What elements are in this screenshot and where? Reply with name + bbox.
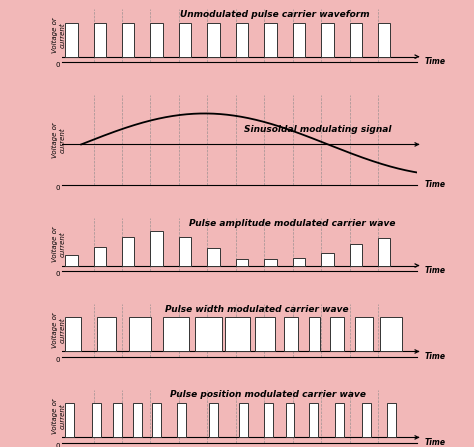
Y-axis label: Voltage or
current: Voltage or current — [52, 312, 65, 348]
Bar — [336, 403, 344, 438]
Bar — [179, 22, 191, 57]
Bar — [65, 22, 78, 57]
Bar — [94, 22, 106, 57]
Bar — [285, 403, 294, 438]
Bar — [309, 317, 320, 351]
Y-axis label: Voltage or
current: Voltage or current — [52, 226, 65, 262]
Bar — [122, 22, 135, 57]
Bar — [92, 403, 100, 438]
Bar — [321, 253, 334, 266]
Bar — [387, 403, 396, 438]
Text: Time: Time — [425, 438, 446, 447]
Bar — [152, 403, 161, 438]
Text: 0: 0 — [55, 443, 60, 447]
Bar — [195, 317, 222, 351]
Bar — [362, 403, 371, 438]
Bar — [330, 317, 344, 351]
Bar — [151, 22, 163, 57]
Bar — [293, 22, 305, 57]
Text: Unmodulated pulse carrier waveform: Unmodulated pulse carrier waveform — [180, 10, 370, 19]
Text: 0: 0 — [55, 185, 60, 191]
Bar — [378, 238, 391, 266]
Bar — [239, 403, 248, 438]
Bar — [129, 317, 151, 351]
Bar — [207, 249, 220, 266]
Bar — [179, 236, 191, 266]
Text: Pulse position modulated carrier wave: Pulse position modulated carrier wave — [170, 391, 366, 400]
Y-axis label: Voltage or
current: Voltage or current — [52, 122, 65, 158]
Bar — [236, 259, 248, 266]
Bar — [350, 22, 362, 57]
Bar — [255, 317, 275, 351]
Bar — [378, 22, 391, 57]
Bar — [321, 22, 334, 57]
Bar — [236, 22, 248, 57]
Y-axis label: Voltage or
current: Voltage or current — [52, 398, 65, 434]
Bar — [133, 403, 142, 438]
Bar — [65, 255, 78, 266]
Bar — [97, 317, 116, 351]
Bar — [113, 403, 122, 438]
Text: Time: Time — [425, 352, 446, 361]
Text: 0: 0 — [55, 62, 60, 68]
Bar — [94, 247, 106, 266]
Bar — [122, 236, 135, 266]
Text: Time: Time — [425, 180, 446, 189]
Bar — [293, 258, 305, 266]
Text: Sinusoidal modulating signal: Sinusoidal modulating signal — [244, 125, 392, 134]
Bar — [177, 403, 186, 438]
Bar — [163, 317, 189, 351]
Bar — [284, 317, 298, 351]
Text: Time: Time — [425, 266, 446, 275]
Bar — [207, 22, 220, 57]
Text: 0: 0 — [55, 357, 60, 363]
Bar — [264, 403, 273, 438]
Text: Pulse amplitude modulated carrier wave: Pulse amplitude modulated carrier wave — [190, 219, 396, 228]
Bar — [264, 22, 277, 57]
Bar — [350, 245, 362, 266]
Bar — [309, 403, 318, 438]
Bar — [355, 317, 374, 351]
Y-axis label: Voltage or
current: Voltage or current — [52, 17, 65, 53]
Bar — [264, 259, 277, 266]
Bar — [151, 232, 163, 266]
Bar — [209, 403, 218, 438]
Text: Pulse width modulated carrier wave: Pulse width modulated carrier wave — [165, 304, 349, 313]
Bar — [65, 403, 74, 438]
Bar — [380, 317, 402, 351]
Text: 0: 0 — [55, 270, 60, 277]
Bar — [65, 317, 81, 351]
Text: Time: Time — [425, 57, 446, 66]
Bar — [225, 317, 250, 351]
